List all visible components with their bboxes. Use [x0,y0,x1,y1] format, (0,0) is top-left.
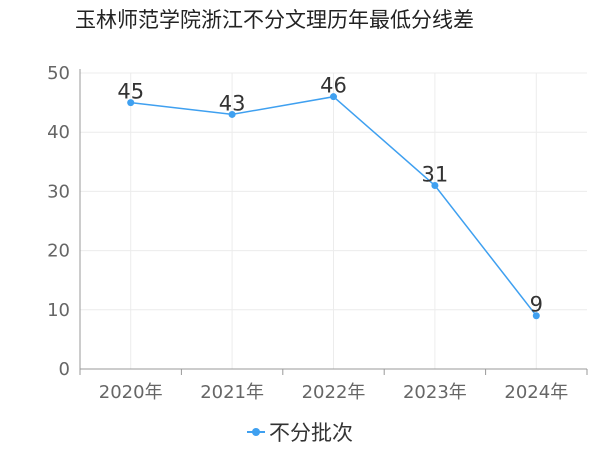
data-point[interactable] [330,93,337,101]
y-tick-label: 50 [47,63,70,84]
x-tick-label: 2023年 [403,382,467,403]
data-point[interactable] [532,312,540,320]
legend-marker-icon [247,425,265,439]
x-tick-label: 2021年 [200,382,264,403]
y-tick-label: 30 [47,181,70,202]
x-tick-label: 2022年 [302,382,366,403]
y-tick-label: 0 [59,359,70,380]
data-label: 46 [320,74,347,98]
data-label: 9 [530,293,543,317]
y-tick-label: 40 [47,122,70,143]
data-points [127,93,540,320]
data-point[interactable] [127,99,135,107]
y-tick-labels: 0 10 20 30 40 50 [47,63,70,380]
x-tick-labels: 2020年 2021年 2022年 2023年 2024年 [99,382,568,403]
axes [79,69,588,375]
legend: 不分批次 [0,417,600,447]
y-tick-label: 10 [47,300,70,321]
data-label: 45 [117,80,144,104]
x-tick-label: 2024年 [504,382,568,403]
legend-label[interactable]: 不分批次 [269,421,353,445]
data-point[interactable] [228,110,236,118]
grid-lines [80,72,587,369]
data-point[interactable] [431,181,439,189]
data-label: 43 [219,91,246,115]
chart-title: 玉林师范学院浙江不分文理历年最低分线差 [75,8,474,32]
data-label: 31 [422,162,449,186]
y-tick-label: 20 [47,241,70,262]
x-tick-label: 2020年 [99,382,163,403]
data-labels: 45 43 46 31 9 [117,74,543,317]
